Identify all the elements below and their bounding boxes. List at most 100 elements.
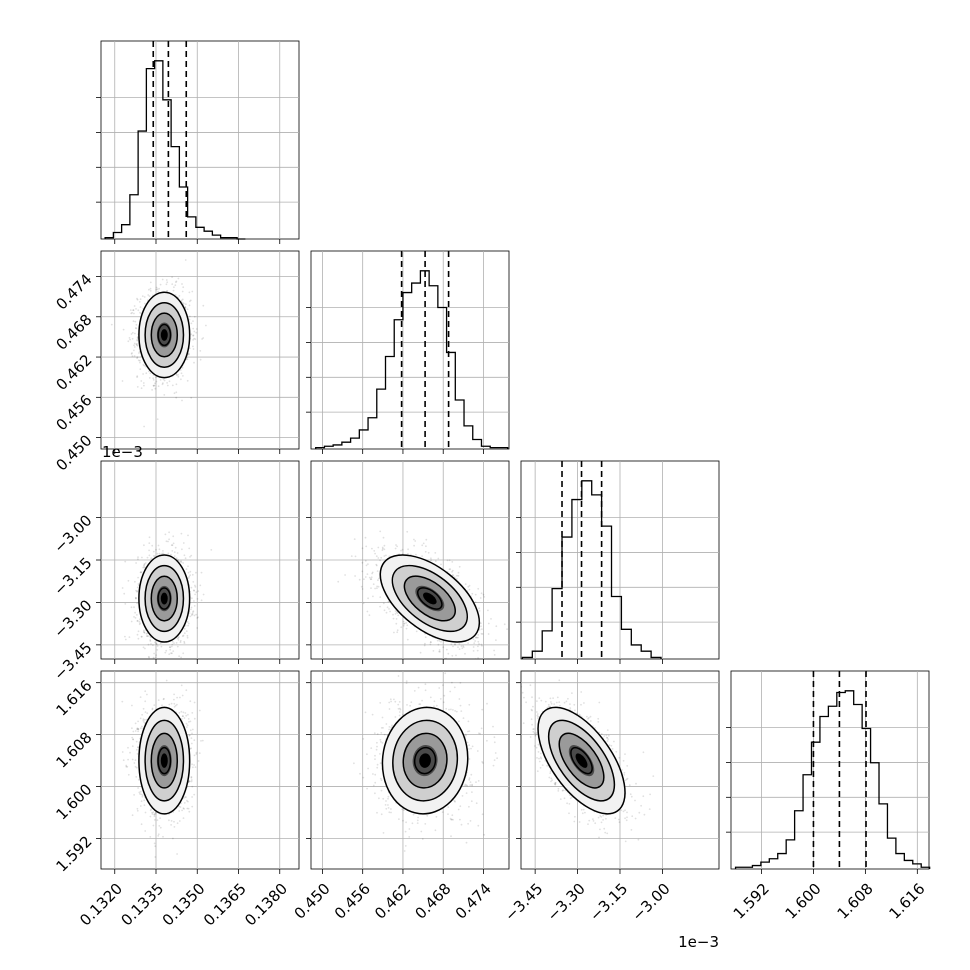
scatter-point <box>181 283 183 285</box>
scatter-point <box>154 641 156 644</box>
scatter-point <box>172 289 175 292</box>
scatter-point <box>130 620 133 623</box>
scatter-point <box>495 625 498 628</box>
scatter-point <box>190 742 193 745</box>
scatter-panel-1-0-content <box>110 259 207 428</box>
scatter-point <box>180 656 183 659</box>
scatter-point <box>395 618 398 620</box>
scatter-point <box>432 650 435 652</box>
scatter-panel-1-0-contour-0 <box>138 291 191 379</box>
scatter-point <box>136 619 139 622</box>
scatter-point <box>479 597 482 599</box>
scatter-point <box>181 290 184 293</box>
scatter-point <box>189 720 192 723</box>
scatter-point <box>379 559 381 562</box>
scatter-point <box>133 312 135 315</box>
scatter-point <box>381 549 384 552</box>
scatter-point <box>439 650 441 653</box>
scatter-point <box>159 283 162 286</box>
scatter-point <box>200 599 203 602</box>
scatter-point <box>145 372 148 375</box>
scatter-point <box>187 534 189 537</box>
scatter-point <box>442 646 445 649</box>
scatter-point <box>190 554 193 557</box>
scatter-point <box>143 631 146 634</box>
scatter-point <box>468 584 471 587</box>
scatter-point <box>448 568 451 571</box>
scatter-point <box>160 660 162 662</box>
scatter-point <box>495 668 497 670</box>
scatter-point <box>131 331 134 334</box>
scatter-point <box>396 629 399 632</box>
scatter-point <box>452 645 454 648</box>
scatter-point <box>434 560 437 563</box>
scatter-point <box>121 380 124 382</box>
scatter-panel-2-1-contour-0 <box>379 554 481 643</box>
scatter-point <box>142 382 145 384</box>
scatter-point <box>129 751 131 754</box>
scatter-point <box>139 306 142 308</box>
scatter-point <box>152 555 155 557</box>
scatter-point <box>173 705 176 708</box>
scatter-point <box>185 303 187 306</box>
scatter-point <box>474 593 477 596</box>
scatter-point <box>147 655 150 658</box>
scatter-panel-3-0-frame <box>100 670 300 870</box>
scatter-point <box>175 396 178 399</box>
scatter-point <box>124 635 126 638</box>
scatter-point <box>365 545 368 548</box>
scatter-point <box>156 643 158 645</box>
scatter-point <box>187 577 190 579</box>
scatter-point <box>171 276 174 278</box>
scatter-point <box>136 614 138 616</box>
scatter-point <box>414 540 417 542</box>
scatter-point <box>405 627 408 630</box>
scatter-point <box>168 531 171 534</box>
scatter-point <box>149 639 152 641</box>
scatter-point <box>168 646 171 649</box>
scatter-point <box>134 596 137 599</box>
scatter-point <box>210 549 213 551</box>
scatter-point <box>446 559 449 562</box>
scatter-point <box>161 278 164 281</box>
histogram-0 <box>104 60 246 240</box>
scatter-point <box>191 732 193 735</box>
scatter-point <box>175 281 177 284</box>
scatter-point <box>150 643 152 645</box>
scatter-point <box>195 591 198 593</box>
scatter-point <box>195 328 198 330</box>
scatter-point <box>146 635 149 637</box>
scatter-panel-3-0 <box>96 670 300 874</box>
scatter-point <box>140 387 143 390</box>
scatter-point <box>180 372 183 375</box>
scatter-point <box>193 589 196 592</box>
scatter-point <box>199 350 202 352</box>
scatter-point <box>344 574 346 576</box>
scatter-point <box>137 556 139 559</box>
scatter-point <box>475 636 477 639</box>
scatter-point <box>137 558 139 561</box>
scatter-point <box>166 384 169 387</box>
scatter-point <box>173 702 176 705</box>
scatter-point <box>179 369 182 371</box>
scatter-point <box>393 631 395 634</box>
scatter-point <box>480 622 482 625</box>
scatter-point <box>153 384 156 387</box>
scatter-point <box>151 544 154 547</box>
scatter-point <box>353 538 356 540</box>
scatter-point <box>415 630 418 633</box>
hist-panel-0 <box>96 40 300 244</box>
scatter-point <box>458 648 461 650</box>
scatter-point <box>192 345 194 348</box>
scatter-point <box>451 561 454 563</box>
scatter-point <box>477 636 479 639</box>
scatter-panel-2-1-density-4 <box>423 592 437 605</box>
scatter-panel-2-1-content <box>337 530 508 670</box>
scatter-point <box>427 551 430 554</box>
scatter-panel-2-0 <box>96 460 300 664</box>
scatter-point <box>161 383 164 386</box>
scatter-point <box>134 580 136 583</box>
scatter-point <box>175 557 178 560</box>
scatter-point <box>406 638 409 641</box>
scatter-point <box>130 312 133 315</box>
